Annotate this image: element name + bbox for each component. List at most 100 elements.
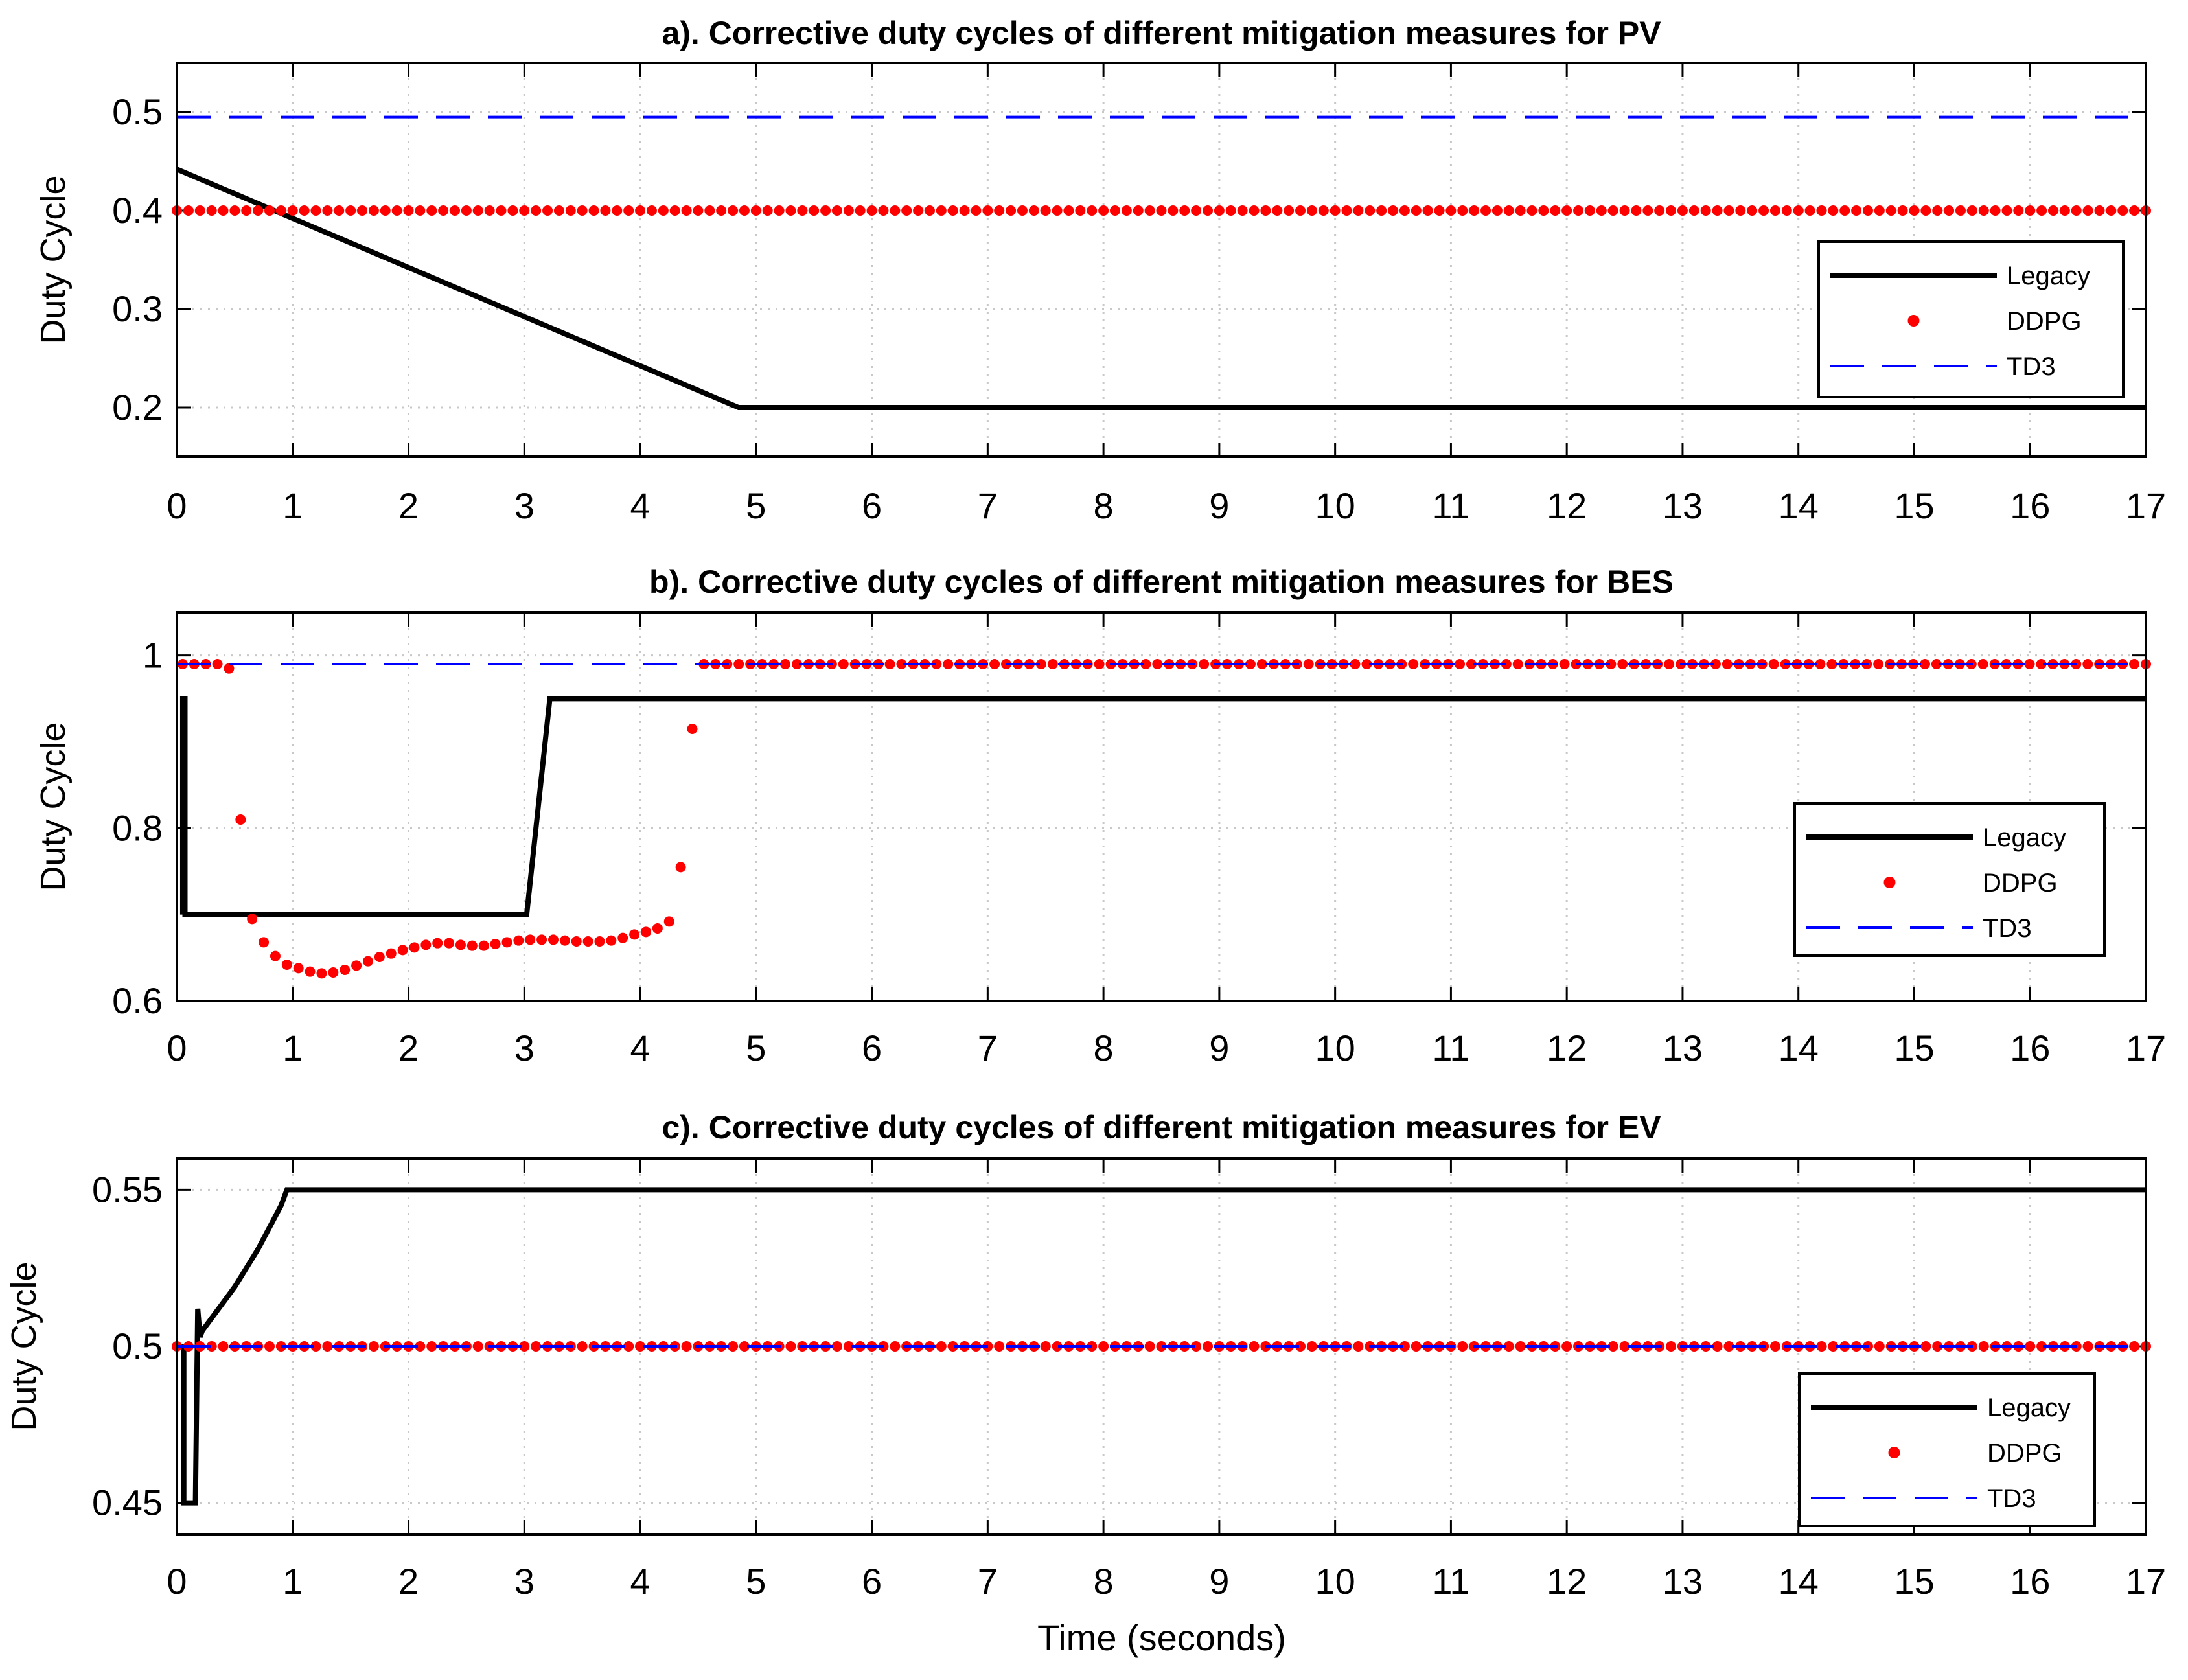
series-ddpg-point (1191, 205, 1202, 216)
series-ddpg-point (357, 205, 368, 216)
x-tick-label: 2 (398, 1561, 419, 1602)
series-ddpg-point (531, 1341, 542, 1352)
series-ddpg-point (397, 945, 408, 956)
series-ddpg-point (1932, 205, 1943, 216)
series-ddpg-point (681, 1341, 692, 1352)
x-tick-label: 14 (1779, 1028, 1819, 1068)
series-ddpg-point (1839, 205, 1850, 216)
series-ddpg-point (635, 205, 646, 216)
series-ddpg-point (675, 862, 686, 873)
x-tick-label: 5 (746, 1028, 766, 1068)
series-ddpg-point (1225, 205, 1236, 216)
series-ddpg-point (1237, 205, 1248, 216)
legend-label: DDPG (1987, 1439, 2062, 1467)
series-ddpg-point (1503, 205, 1514, 216)
series-ddpg-point (1919, 659, 1930, 669)
series-ddpg-point (1040, 205, 1051, 216)
series-ddpg-point (1561, 205, 1572, 216)
series-ddpg-point (1828, 205, 1839, 216)
x-tick-label: 8 (1094, 485, 1114, 526)
series-ddpg-point (264, 1341, 275, 1352)
legend-label: DDPG (1983, 869, 2058, 897)
series-ddpg-point (305, 966, 316, 977)
series-ddpg-point (536, 934, 547, 945)
x-tick-label: 7 (978, 1028, 998, 1068)
series-ddpg-point (501, 937, 512, 948)
x-tick-label: 1 (282, 1028, 303, 1068)
x-tick-label: 4 (630, 485, 650, 526)
series-ddpg-point (1515, 205, 1526, 216)
series-ddpg-point (1862, 205, 1873, 216)
y-tick-label: 0.5 (112, 91, 163, 132)
series-ddpg-point (1769, 1341, 1780, 1352)
series-ddpg-point (2129, 659, 2140, 669)
series-ddpg-point (513, 935, 524, 946)
series-ddpg-point (391, 205, 402, 216)
series-ddpg-point (1006, 205, 1017, 216)
series-ddpg-point (374, 952, 385, 962)
series-ddpg-point (2082, 659, 2093, 669)
series-ddpg-point (1260, 205, 1271, 216)
series-ddpg-point (2082, 1341, 2093, 1352)
x-tick-label: 12 (1547, 1561, 1587, 1602)
x-tick-label: 4 (630, 1028, 650, 1068)
series-ddpg-point (484, 205, 495, 216)
series-ddpg-point (461, 205, 472, 216)
series-ddpg-point (490, 939, 501, 949)
series-ddpg-point (1203, 205, 1214, 216)
series-ddpg-point (669, 205, 680, 216)
series-ddpg-point (2001, 205, 2012, 216)
y-tick-label: 1 (143, 635, 163, 676)
series-ddpg-point (1445, 205, 1457, 216)
series-ddpg-point (1781, 205, 1792, 216)
series-ddpg-point (1851, 205, 1862, 216)
series-ddpg-point (1909, 205, 1920, 216)
series-ddpg-point (606, 935, 617, 946)
series-ddpg-point (571, 936, 582, 947)
series-ddpg-point (1723, 1341, 1734, 1352)
series-ddpg-point (1191, 1341, 1202, 1352)
series-ddpg-point (1457, 205, 1468, 216)
series-ddpg-point (1035, 659, 1046, 669)
series-ddpg-point (531, 205, 542, 216)
series-ddpg-point (229, 205, 240, 216)
series-ddpg-point (1469, 205, 1480, 216)
y-tick-label: 0.55 (92, 1169, 163, 1210)
series-ddpg-point (559, 935, 570, 946)
series-ddpg-point (426, 205, 437, 216)
series-ddpg-point (1295, 205, 1306, 216)
series-ddpg-point (270, 950, 281, 961)
x-tick-label: 0 (167, 1028, 187, 1068)
series-ddpg-point (1712, 1341, 1723, 1352)
series-ddpg-point (432, 938, 443, 949)
series-ddpg-point (1098, 1341, 1109, 1352)
legend-box (1798, 1372, 2096, 1527)
x-tick-label: 11 (1432, 1028, 1469, 1068)
x-tick-label: 8 (1094, 1028, 1114, 1068)
series-ddpg-point (913, 205, 924, 216)
series-ddpg-point (415, 205, 426, 216)
series-ddpg-point (1607, 205, 1618, 216)
x-tick-label: 2 (398, 485, 419, 526)
x-tick-label: 9 (1209, 1561, 1229, 1602)
series-ddpg-point (1063, 205, 1074, 216)
x-tick-label: 4 (630, 1561, 650, 1602)
series-ddpg-point (1434, 205, 1445, 216)
series-ddpg-point (943, 659, 954, 669)
series-ddpg-point (1768, 659, 1779, 669)
series-ddpg-point (264, 205, 275, 216)
plot-area-frame (176, 62, 2147, 458)
series-ddpg-point (1284, 205, 1295, 216)
series-ddpg-point (1606, 659, 1617, 669)
series-ddpg-point (1642, 205, 1653, 216)
series-ddpg-point (1466, 659, 1477, 669)
series-ddpg-point (1920, 205, 1931, 216)
x-tick-label: 16 (2010, 485, 2050, 526)
series-ddpg-point (1295, 1341, 1306, 1352)
series-ddpg-point (444, 938, 455, 949)
x-tick-label: 13 (1663, 485, 1703, 526)
x-tick-label: 10 (1315, 485, 1355, 526)
series-ddpg-point (1619, 1341, 1630, 1352)
series-ddpg-point (1152, 659, 1163, 669)
x-tick-label: 17 (2126, 1561, 2166, 1602)
